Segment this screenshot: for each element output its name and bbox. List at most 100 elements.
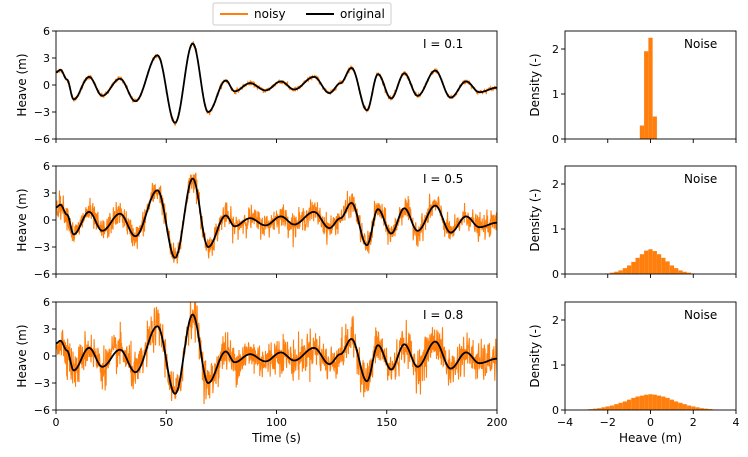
y-axis-label: Heave (m) [15,324,29,387]
x-tick-label: 100 [266,416,287,429]
y-tick-label: 3 [43,187,50,200]
plot-area [56,172,497,264]
histogram-bar [661,396,666,410]
panel-annotation: I = 0.5 [423,172,463,186]
x-tick-label: 200 [487,416,508,429]
histogram-bar [665,261,670,274]
x-axis-label: Heave (m) [619,431,682,445]
histogram-bar [652,251,657,274]
histogram-bar [605,406,610,410]
histogram-bar [614,404,619,410]
axes-frame [55,301,498,411]
y-tick-label: 2 [552,43,559,56]
y-tick-label: 3 [43,323,50,336]
histogram-bar [699,408,704,410]
histogram-bar [682,271,687,274]
x-tick-label: −2 [600,416,616,429]
histogram-bar [592,408,598,410]
histogram-bar [631,261,636,274]
histogram-bar [648,394,653,410]
panel-top-left: −6 −3 0 3 6 I = 0.1 Heave (m) [15,25,498,146]
y-tick-label: 6 [43,25,50,38]
histogram-bar [686,272,692,274]
panel-top-right: 0 1 2 Noise Density (-) [528,30,737,146]
plot-area [639,37,657,139]
histogram-bar [669,399,675,410]
y-tick-label: −6 [34,268,50,281]
series-original-line [56,177,497,259]
y-tick-label: −3 [34,377,50,390]
histogram-bar [635,257,640,274]
histogram-bar [661,257,666,274]
panel-annotation: Noise [684,172,717,186]
histogram-bar [648,249,653,274]
series-noisy-line [56,302,497,405]
histogram-bar [597,408,602,410]
x-axis-label: Time (s) [251,431,301,445]
series-original-line [56,42,497,124]
y-tick-label: 6 [43,296,50,309]
y-tick-label: 0 [552,133,559,146]
panel-bottom-left: −6 −3 0 3 6 0 50 100 150 200 I = 0.8 Heave (m) Time … [15,296,508,445]
y-tick-label: 0 [43,350,50,363]
plot-area [579,394,722,410]
plot-area [605,249,696,274]
histogram-bar [631,397,636,410]
histogram-bar [652,394,657,410]
histogram-bar [614,271,619,274]
y-tick-label: −3 [34,241,50,254]
histogram-bar [626,399,632,410]
histogram-bar [669,265,675,274]
y-tick-label: 2 [552,314,559,327]
y-axis-label: Heave (m) [15,53,29,116]
histogram-bar [674,401,679,410]
histogram-bar [601,407,606,410]
x-tick-label: 0 [53,416,60,429]
panel-annotation: Noise [684,37,717,51]
legend-frame [212,2,392,26]
legend: noisy original [212,2,392,26]
histogram-bar [639,125,645,139]
y-axis-label: Density (-) [528,53,542,116]
histogram-bar [609,272,615,274]
histogram-bar [644,394,649,410]
x-tick-label: 0 [647,416,654,429]
series-original-line [56,313,497,395]
x-tick-label: −4 [557,416,573,429]
x-tick-label: 2 [690,416,697,429]
legend-original-label: original [340,7,385,21]
plot-area [56,302,497,405]
histogram-bar [656,395,662,410]
y-tick-label: 1 [552,223,559,236]
x-tick-label: 50 [159,416,173,429]
panel-middle-left: −6 −3 0 3 6 I = 0.5 Heave (m) [15,160,498,281]
histogram-bar [626,265,632,274]
histogram-bar [703,408,709,410]
y-tick-label: −6 [34,133,50,146]
histogram-bar [635,396,640,410]
histogram-bar [648,37,653,139]
y-tick-label: 3 [43,52,50,65]
x-tick-label: 150 [376,416,397,429]
histogram-bar [652,116,657,139]
panel-annotation: I = 0.1 [423,37,463,51]
histogram-bar [644,51,649,139]
histogram-bar [665,397,670,410]
plot-area [56,41,497,126]
y-tick-label: 6 [43,160,50,173]
histogram-bar [682,404,687,410]
y-tick-label: −6 [34,404,50,417]
histogram-bar [618,270,623,274]
histogram-bar [618,402,623,410]
histogram-bar [609,405,615,410]
histogram-bar [678,270,683,274]
histogram-bar [622,268,627,274]
histogram-bar [639,254,645,274]
panel-annotation: I = 0.8 [423,308,463,322]
y-tick-label: 0 [43,79,50,92]
histogram-bar [674,268,679,274]
y-tick-label: 0 [552,268,559,281]
histogram-bar [588,409,593,410]
y-tick-label: 0 [43,214,50,227]
